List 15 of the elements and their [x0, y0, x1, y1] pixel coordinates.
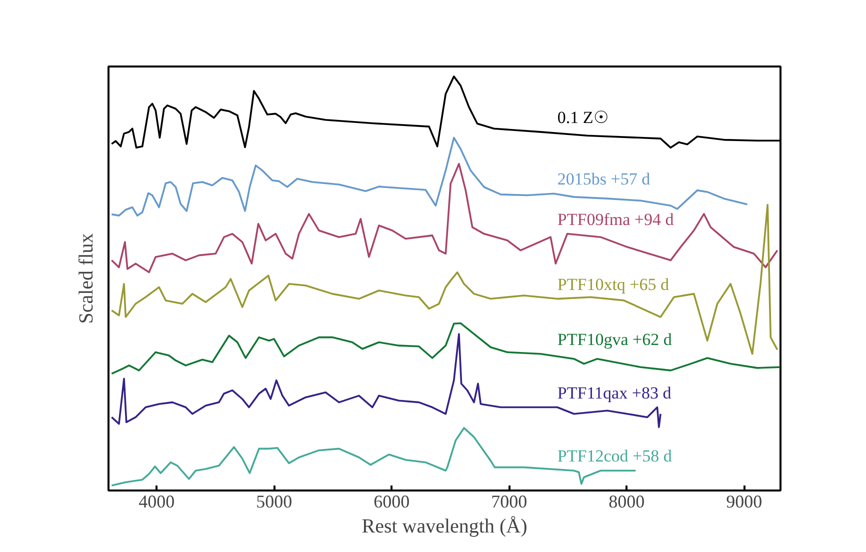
series-label: PTF09fma +94 d [557, 210, 674, 229]
x-tick-label: 5000 [256, 492, 292, 512]
series-label: PTF10xtq +65 d [557, 274, 670, 294]
x-axis-title: Rest wavelength (Å) [362, 516, 528, 538]
x-tick-label: 4000 [138, 492, 175, 512]
series-label: PTF12cod +58 d [557, 446, 672, 466]
x-tick-label: 9000 [726, 492, 762, 512]
y-axis-title: Scaled flux [76, 233, 98, 324]
x-tick-label: 7000 [491, 492, 528, 512]
x-tick-label: 8000 [608, 492, 645, 512]
series-label: 0.1 Z☉ [557, 108, 608, 127]
series-label: 2015bs +57 d [557, 170, 651, 189]
x-tick-label: 6000 [374, 492, 410, 512]
series-label: PTF10gva +62 d [557, 330, 672, 349]
series-label: PTF11qax +83 d [557, 383, 672, 402]
